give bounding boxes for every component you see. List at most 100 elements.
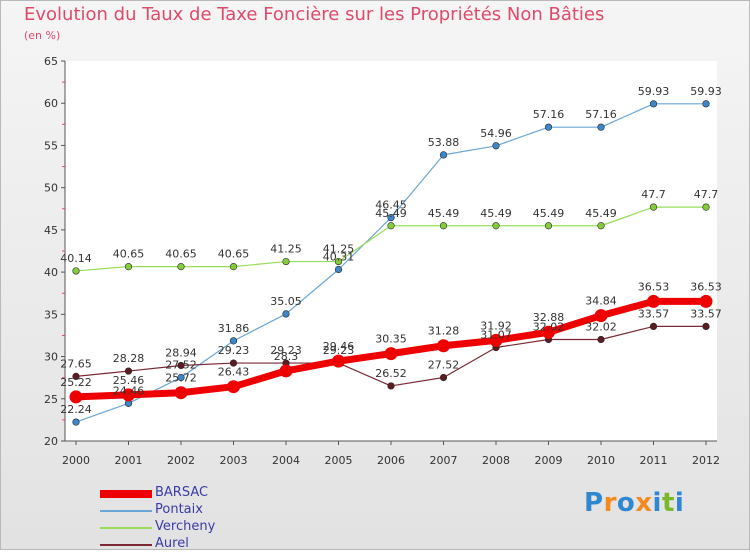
y-tick-label: 30 (44, 351, 58, 364)
legend-swatch-aurel (100, 544, 152, 546)
data-label-pontaix: 57.16 (585, 108, 617, 121)
data-label-aurel: 29.23 (323, 344, 355, 357)
y-tick-label: 40 (44, 266, 58, 279)
data-point-barsac (332, 354, 345, 368)
data-point-pontaix (72, 418, 80, 426)
chart-subtitle: (en %) (24, 29, 61, 42)
data-label-vercheny: 45.49 (375, 207, 407, 220)
data-point-vercheny (72, 267, 80, 275)
x-tick-label: 2004 (272, 454, 300, 467)
logo-letter: r (603, 488, 617, 518)
data-label-aurel: 31.07 (480, 329, 512, 342)
data-point-aurel (649, 322, 658, 331)
data-point-barsac (437, 339, 450, 353)
data-point-aurel (72, 372, 80, 381)
data-label-barsac: 25.72 (165, 372, 197, 385)
data-point-barsac (227, 380, 240, 394)
data-label-vercheny: 40.65 (218, 248, 250, 261)
x-tick-label: 2005 (325, 454, 353, 467)
data-point-barsac (489, 333, 503, 347)
data-point-pontaix (439, 151, 448, 159)
data-point-vercheny (702, 203, 710, 211)
logo-letter: i (652, 488, 662, 518)
data-point-vercheny (177, 263, 185, 271)
legend-label: Pontaix (155, 502, 203, 517)
legend-label: Aurel (155, 536, 189, 551)
data-label-aurel: 28.28 (113, 352, 145, 365)
data-point-barsac (647, 294, 660, 308)
data-label-vercheny: 45.49 (585, 207, 617, 220)
data-label-vercheny: 47.7 (694, 188, 719, 201)
y-tick-label: 45 (44, 224, 58, 237)
logo-letter: o (616, 488, 636, 518)
data-label-barsac: 25.22 (60, 376, 92, 389)
data-label-barsac: 30.35 (375, 333, 407, 346)
data-point-barsac (699, 294, 713, 308)
data-point-aurel (702, 322, 710, 331)
data-label-pontaix: 24.46 (113, 384, 145, 397)
data-label-barsac: 36.53 (638, 280, 670, 293)
data-label-barsac: 36.53 (690, 280, 722, 293)
y-tick-label: 60 (44, 97, 58, 110)
data-label-vercheny: 41.25 (270, 243, 302, 256)
data-label-aurel: 28.94 (165, 347, 197, 360)
data-label-barsac: 26.43 (218, 366, 250, 379)
data-label-vercheny: 45.49 (480, 207, 512, 220)
x-tick-label: 2002 (167, 454, 195, 467)
data-label-pontaix: 53.88 (428, 136, 460, 149)
x-tick-label: 2009 (535, 454, 563, 467)
data-point-pontaix (282, 310, 290, 318)
y-tick-label: 35 (44, 308, 58, 321)
data-label-pontaix: 31.86 (218, 322, 250, 335)
data-point-barsac (384, 347, 398, 361)
data-label-pontaix: 46.45 (375, 199, 407, 212)
data-point-pontaix (334, 265, 343, 274)
data-label-aurel: 27.65 (60, 357, 92, 370)
data-point-vercheny (229, 263, 238, 271)
data-point-vercheny (649, 203, 658, 211)
y-tick-label: 25 (44, 393, 58, 406)
x-tick-label: 2012 (692, 454, 720, 467)
data-label-pontaix: 35.05 (270, 295, 302, 308)
x-tick-label: 2007 (430, 454, 458, 467)
data-point-pontaix (387, 214, 395, 222)
data-point-vercheny (282, 257, 290, 266)
x-tick-label: 2001 (115, 454, 143, 467)
data-label-vercheny: 40.14 (60, 252, 92, 265)
legend-label: Vercheny (155, 519, 216, 534)
data-point-pontaix (702, 100, 710, 108)
data-label-vercheny: 47.7 (641, 188, 666, 201)
legend-swatch-vercheny (100, 527, 152, 529)
data-label-pontaix: 59.93 (690, 85, 722, 98)
data-label-aurel: 27.52 (428, 358, 460, 371)
data-label-barsac: 29.46 (323, 340, 355, 353)
data-point-barsac (69, 390, 83, 404)
data-label-barsac: 31.28 (428, 325, 460, 338)
data-point-aurel (597, 335, 605, 344)
data-point-barsac (122, 388, 135, 402)
y-tick-label: 65 (44, 55, 58, 68)
data-label-pontaix: 40.31 (323, 250, 355, 263)
x-tick-label: 2011 (640, 454, 668, 467)
data-point-vercheny (492, 222, 500, 230)
data-label-vercheny: 40.65 (113, 248, 145, 261)
y-tick-label: 50 (44, 182, 58, 195)
chart-title: Evolution du Taux de Taxe Foncière sur l… (24, 4, 605, 25)
data-label-vercheny: 40.65 (165, 248, 197, 261)
data-point-pontaix (229, 337, 238, 345)
data-point-vercheny (439, 222, 448, 230)
data-point-vercheny (597, 222, 605, 230)
data-point-vercheny (124, 263, 133, 271)
data-point-barsac (594, 309, 608, 323)
data-point-aurel (439, 373, 448, 382)
data-label-barsac: 31.92 (480, 319, 512, 332)
data-label-pontaix: 59.93 (638, 85, 670, 98)
data-label-aurel: 26.52 (375, 367, 407, 380)
logo-letter: P (584, 488, 604, 518)
x-tick-label: 2006 (377, 454, 405, 467)
data-point-aurel (124, 367, 133, 375)
data-point-pontaix (177, 373, 185, 382)
data-label-barsac: 34.84 (585, 295, 617, 308)
data-label-aurel: 32.02 (585, 320, 617, 333)
